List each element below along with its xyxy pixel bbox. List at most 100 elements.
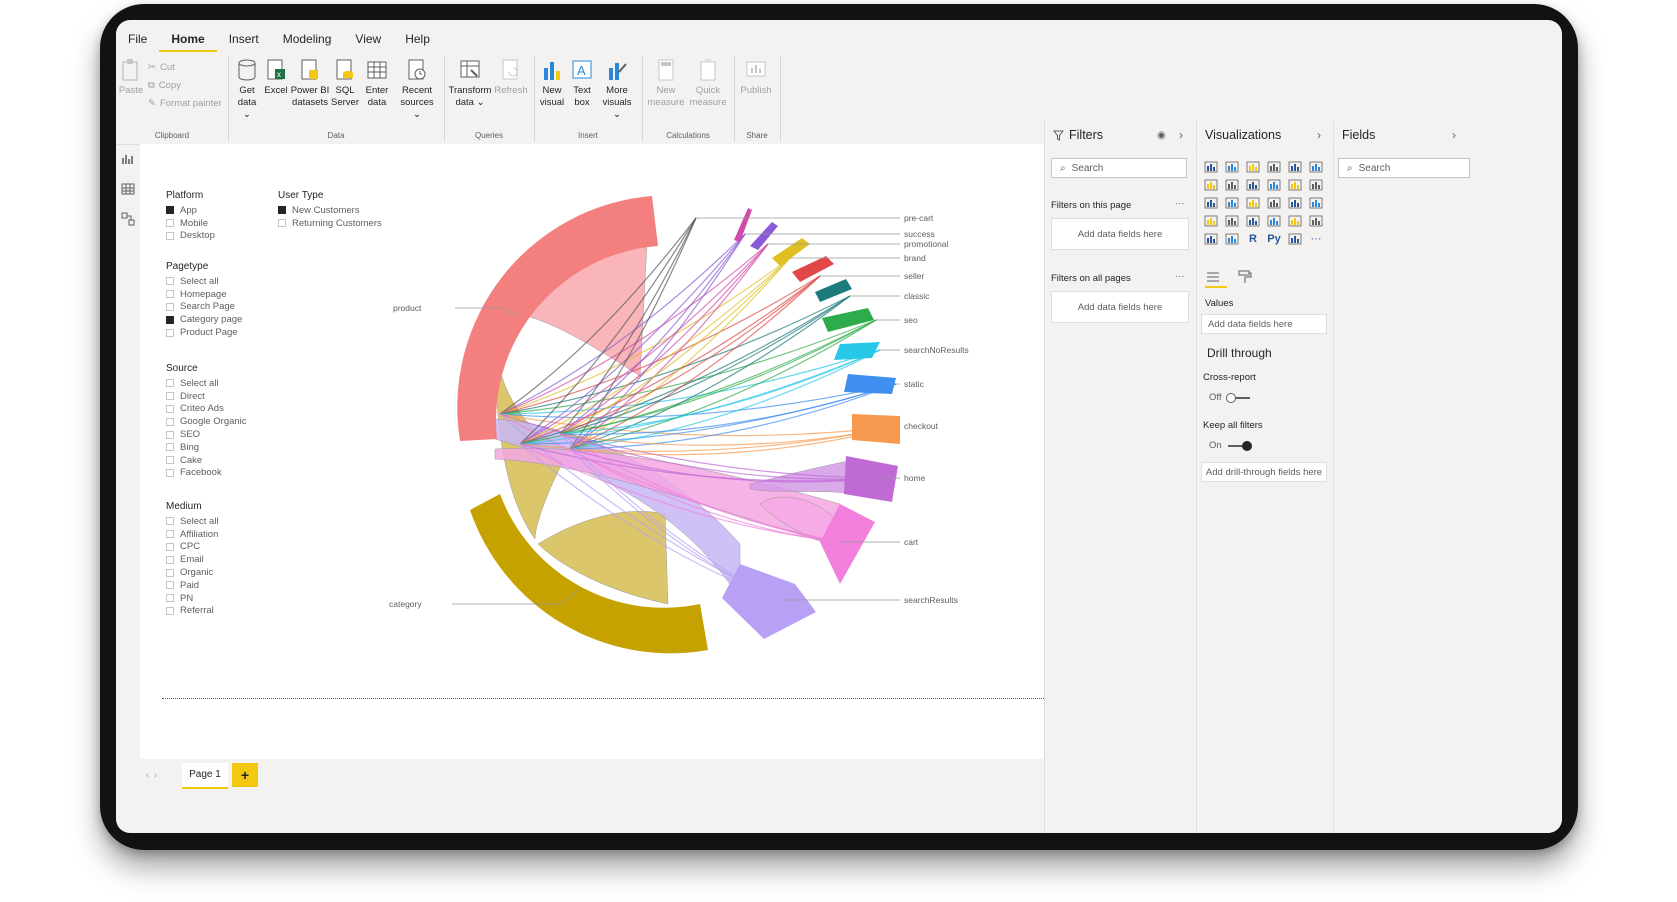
new-visual-button[interactable]: New visual [538,58,566,109]
data-view-icon[interactable] [121,182,135,196]
visual-type-icon[interactable] [1266,214,1282,228]
arc-product[interactable] [457,196,658,441]
checkbox[interactable] [166,456,174,465]
arc-cart[interactable] [820,504,875,584]
slicer-item[interactable]: Direct [166,390,247,403]
visual-type-icon[interactable] [1308,196,1324,210]
arc-success[interactable] [734,208,752,242]
fields-search-input[interactable]: ⌕ Search [1338,158,1470,178]
visual-type-icon[interactable] [1245,214,1261,228]
slicer-item[interactable]: Category page [166,313,242,326]
slicer-item[interactable]: SEO [166,428,247,441]
menu-help[interactable]: Help [405,32,430,46]
visual-type-icon[interactable] [1224,160,1240,174]
add-page-button[interactable]: + [232,763,258,787]
visual-type-icon[interactable] [1203,196,1219,210]
slicer-item[interactable]: Select all [166,377,247,390]
slicer-item[interactable]: Search Page [166,301,242,314]
arc-brand[interactable] [772,238,810,266]
slicer-item[interactable]: Criteo Ads [166,403,247,416]
tab-page-1[interactable]: Page 1 [182,763,228,789]
slicer-item[interactable]: Affiliation [166,528,219,541]
slicer-item[interactable]: Email [166,553,219,566]
slicer-item[interactable]: Returning Customers [278,217,382,230]
slicer-item[interactable]: Google Organic [166,415,247,428]
slicer-item[interactable]: Paid [166,579,219,592]
collapse-viz-chevron-icon[interactable]: › [1317,128,1321,142]
more-visuals-button[interactable]: More visuals ⌄ [598,58,636,121]
arc-promotional[interactable] [750,222,778,250]
visual-type-icon[interactable] [1245,160,1261,174]
checkbox[interactable] [166,517,174,526]
checkbox[interactable] [166,379,174,388]
visual-type-icon[interactable] [1308,178,1324,192]
menu-view[interactable]: View [355,32,382,46]
more-visuals-icon[interactable]: ··· [1310,233,1322,245]
visual-type-icon[interactable] [1224,232,1240,246]
visual-type-icon[interactable] [1287,232,1303,246]
checkbox[interactable] [166,542,174,551]
excel-button[interactable]: x Excel [264,58,288,97]
checkbox[interactable] [166,219,174,228]
recent-sources-button[interactable]: Recent sources ⌄ [396,58,438,121]
checkbox[interactable] [166,568,174,577]
text-box-button[interactable]: A Text box [570,58,594,109]
eye-icon[interactable]: ◉ [1157,130,1166,141]
checkbox[interactable] [166,277,174,286]
values-dropzone[interactable]: Add data fields here [1201,314,1327,334]
format-tab-icon[interactable] [1237,270,1253,289]
visual-type-icon[interactable] [1245,196,1261,210]
page-nav-arrows[interactable]: ‹ › [146,770,157,780]
python-visual-icon[interactable]: Py [1267,233,1281,245]
visual-type-icon[interactable] [1266,178,1282,192]
checkbox[interactable] [166,581,174,590]
slicer-item[interactable]: New Customers [278,204,382,217]
r-visual-icon[interactable]: R [1249,233,1257,245]
arc-searchresults[interactable] [722,564,816,639]
quick-measure-button[interactable]: Quick measure [688,58,728,109]
transform-data-button[interactable]: Transform data ⌄ [448,58,492,109]
arc-category[interactable] [470,494,708,654]
slicer-item[interactable]: Cake [166,454,247,467]
visual-type-icon[interactable] [1224,178,1240,192]
new-measure-button[interactable]: New measure [646,58,686,109]
checkbox[interactable] [166,392,174,401]
slicer-item[interactable]: Referral [166,605,219,618]
slicer-item[interactable]: Homepage [166,288,242,301]
collapse-filters-chevron-icon[interactable]: › [1179,128,1183,142]
slicer-item[interactable]: Desktop [166,230,215,243]
checkbox[interactable] [166,430,174,439]
slicer-item[interactable]: Bing [166,441,247,454]
checkbox[interactable] [166,302,174,311]
refresh-button[interactable]: Refresh [494,58,528,97]
slicer-item[interactable]: CPC [166,541,219,554]
visual-type-icon[interactable] [1287,214,1303,228]
arc-seo[interactable] [822,308,874,332]
visual-type-icon[interactable] [1203,232,1219,246]
checkbox[interactable] [166,231,174,240]
visual-type-icon[interactable] [1266,196,1282,210]
format-painter-button[interactable]: ✎ Format painter [148,98,222,109]
publish-button[interactable]: Publish [738,58,774,97]
arc-seller[interactable] [792,256,834,282]
checkbox[interactable] [166,417,174,426]
cross-report-toggle[interactable]: Off [1209,392,1250,403]
slicer-item[interactable]: PN [166,592,219,605]
arc-classic[interactable] [815,279,852,302]
filters-page-more-icon[interactable]: ··· [1175,198,1185,209]
sql-server-button[interactable]: SQL Server [330,58,360,109]
menu-home[interactable]: Home [159,32,217,52]
slicer-item[interactable]: Product Page [166,326,242,339]
paste-button[interactable]: Paste [118,58,144,97]
checkbox[interactable] [166,404,174,413]
checkbox[interactable] [166,328,174,337]
filters-page-dropzone[interactable]: Add data fields here [1051,218,1189,250]
slicer-item[interactable]: App [166,204,215,217]
visual-type-icon[interactable] [1287,196,1303,210]
visual-type-icon[interactable] [1224,214,1240,228]
model-view-icon[interactable] [121,212,135,226]
menu-modeling[interactable]: Modeling [282,32,332,46]
arc-static[interactable] [844,374,896,394]
arc-checkout[interactable] [852,414,900,444]
slicer-item[interactable]: Mobile [166,217,215,230]
